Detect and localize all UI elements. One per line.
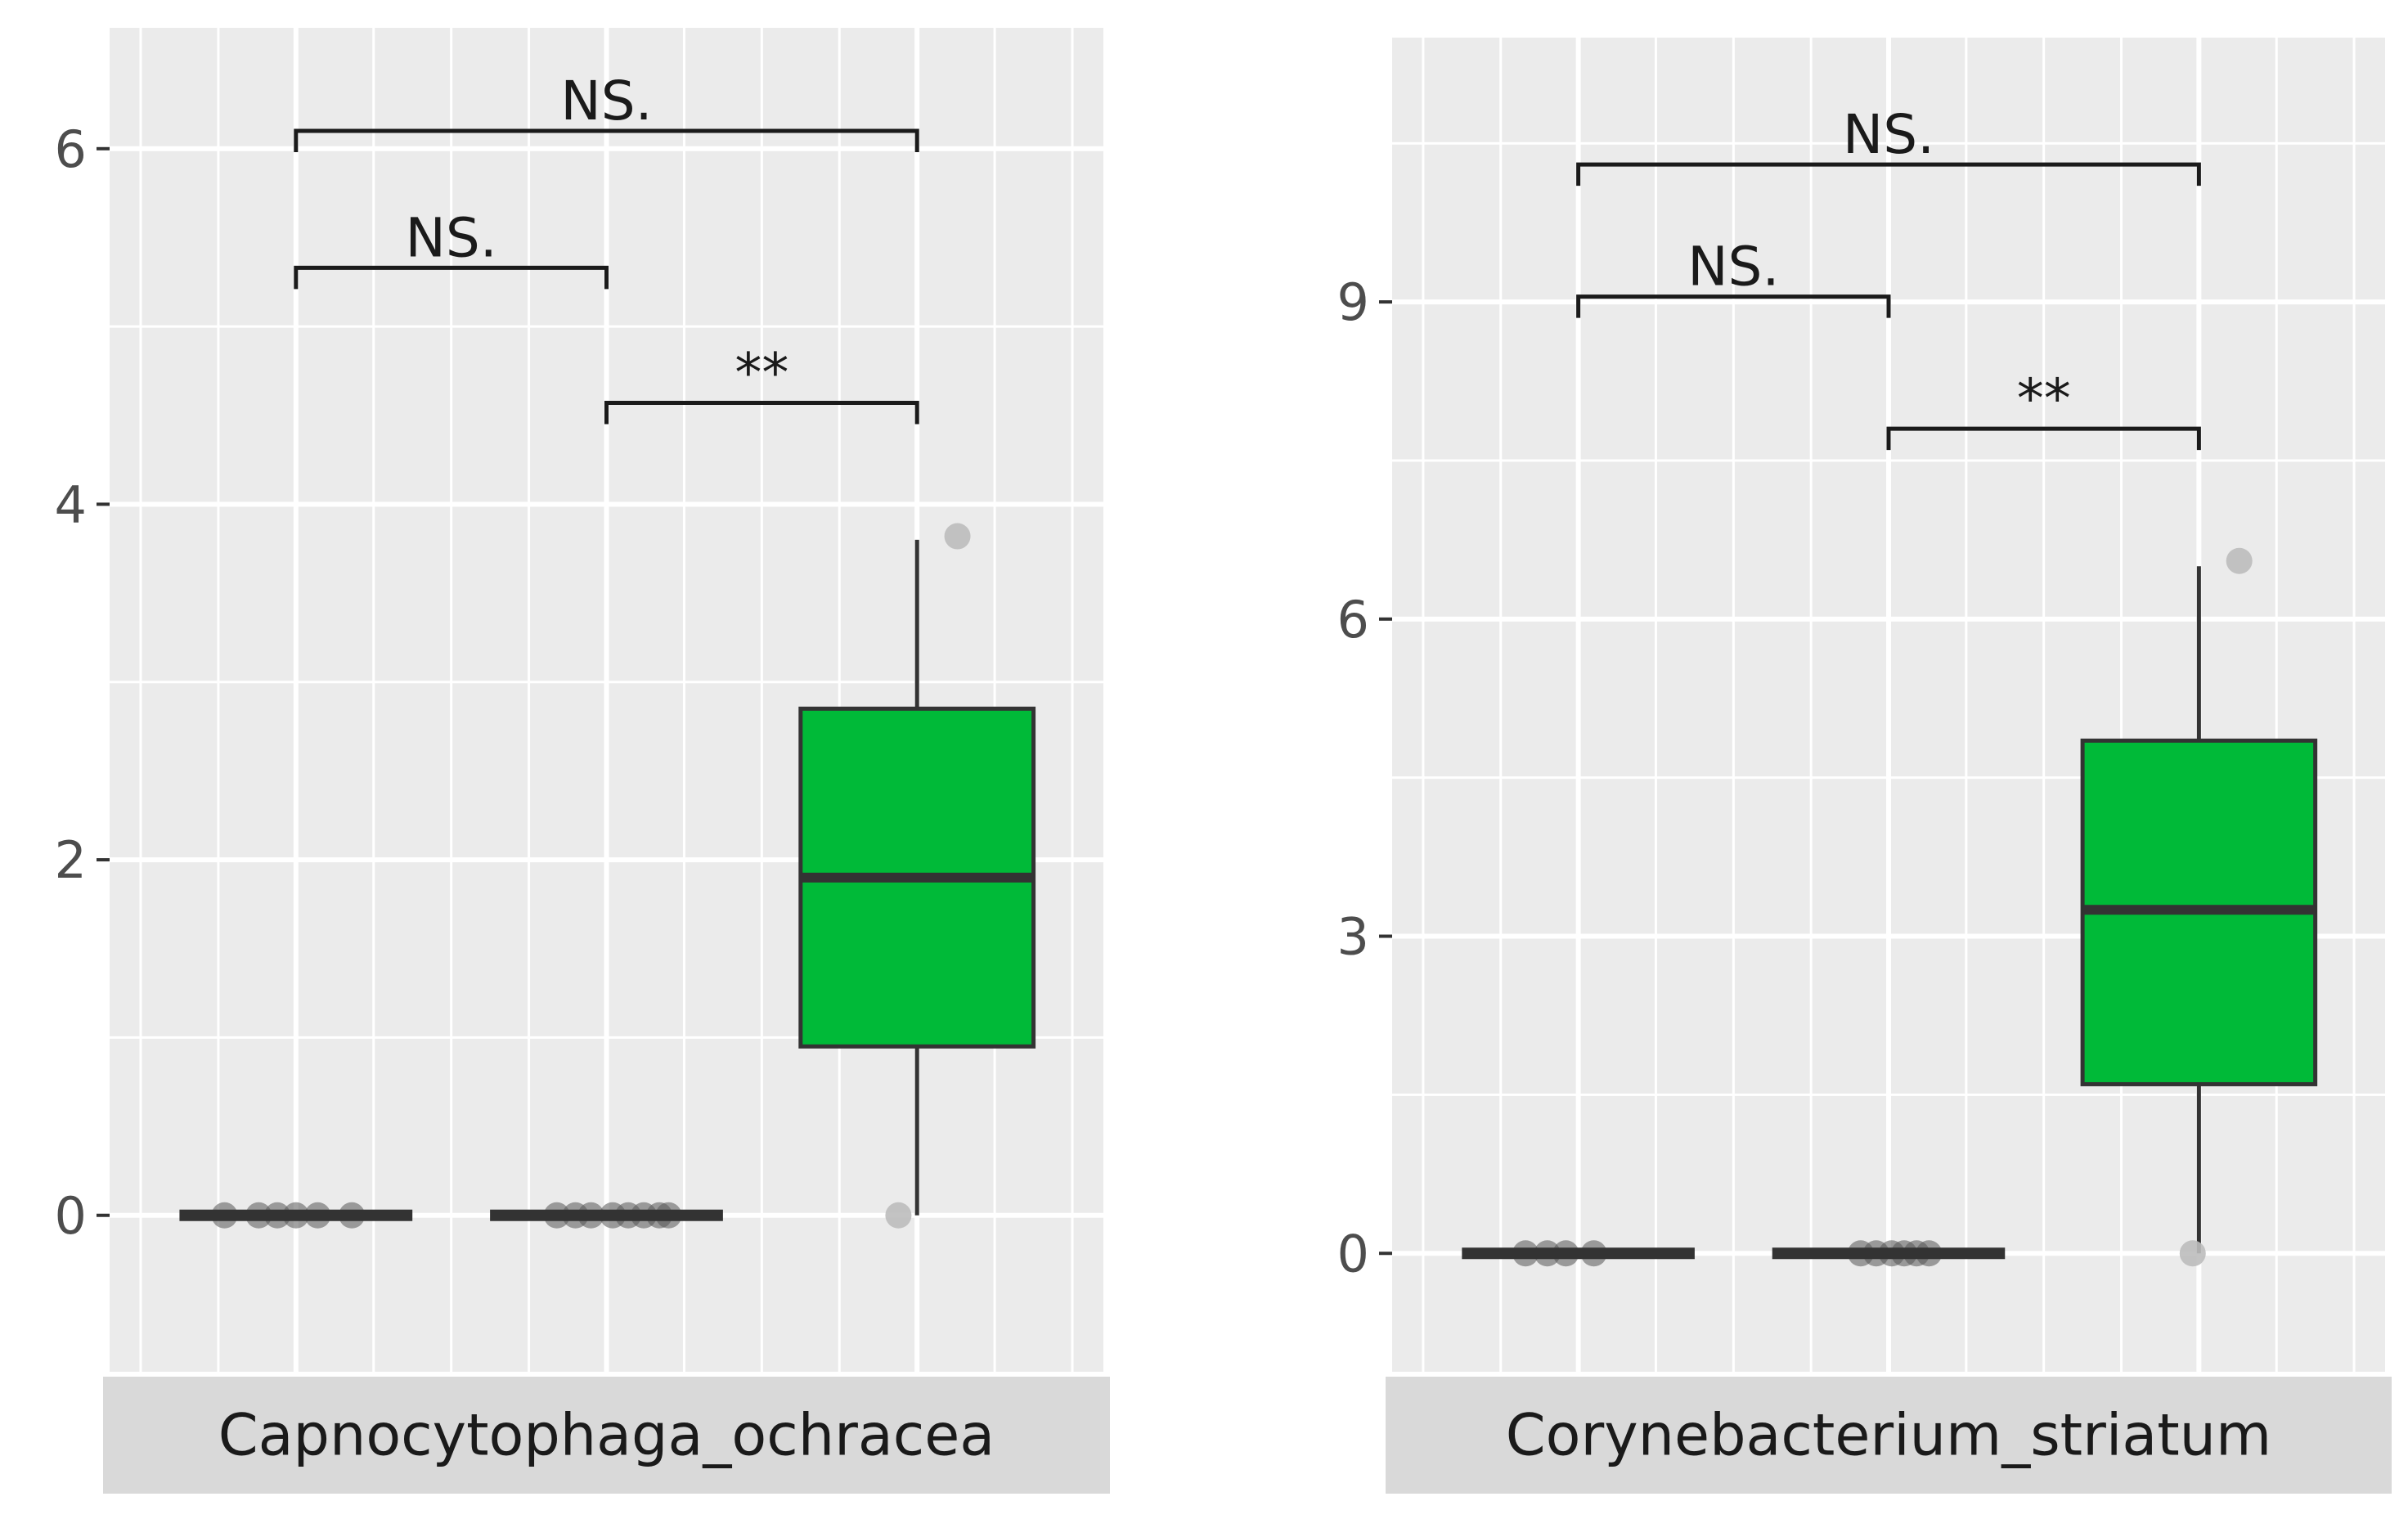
data-point bbox=[2226, 547, 2253, 574]
facet-strip bbox=[1386, 1377, 2392, 1494]
y-tick-label: 2 bbox=[55, 830, 87, 890]
significance-bracket bbox=[294, 265, 609, 290]
significance-bracket bbox=[1576, 294, 1891, 318]
significance-label: ** bbox=[735, 342, 788, 405]
facet-label: Corynebacterium_striatum bbox=[1506, 1402, 2272, 1469]
y-tick-label: 0 bbox=[55, 1186, 87, 1246]
data-point bbox=[2179, 1240, 2206, 1267]
y-tick-label: 6 bbox=[55, 119, 87, 179]
y-tick-label: 6 bbox=[1337, 590, 1369, 649]
facet-strip bbox=[103, 1377, 1110, 1494]
y-tick-label: 0 bbox=[1337, 1224, 1369, 1283]
y-tick-label: 3 bbox=[1337, 907, 1369, 967]
facet-corynebacterium-striatum: 0 3 6 9 NS. NS. ** Corynebacterium_striatum bbox=[1337, 38, 2392, 1494]
significance-bracket bbox=[1886, 426, 2201, 451]
facet-capnocytophaga-ochracea: 0 2 4 6 NS. NS. ** Capnocytophaga_ochracea bbox=[55, 28, 1110, 1494]
significance-label: NS. bbox=[560, 70, 652, 133]
significance-label: NS. bbox=[1687, 236, 1779, 299]
significance-label: NS. bbox=[406, 206, 497, 269]
significance-label: ** bbox=[2017, 367, 2071, 430]
data-point bbox=[885, 1202, 912, 1229]
significance-label: NS. bbox=[1843, 103, 1934, 166]
data-point bbox=[944, 523, 971, 550]
significance-bracket bbox=[1576, 162, 2201, 187]
significance-bracket bbox=[604, 401, 919, 425]
facet-label: Capnocytophaga_ochracea bbox=[218, 1402, 995, 1469]
y-tick-label: 4 bbox=[55, 474, 87, 534]
y-tick-label: 9 bbox=[1337, 272, 1369, 332]
significance-bracket bbox=[294, 128, 919, 153]
